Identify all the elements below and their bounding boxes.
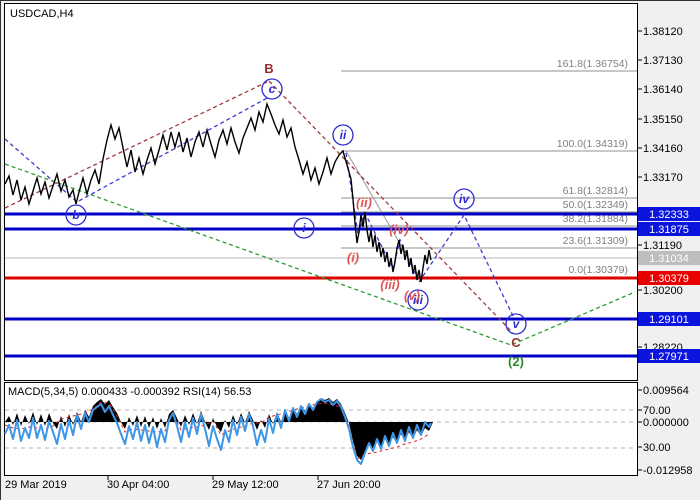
candlestick-series [4, 101, 432, 283]
axis-price-label: 1.30200 [643, 285, 683, 297]
wave-label-(ii)[interactable]: (ii) [356, 195, 372, 210]
fib-level-label: 50.0(1.32349) [563, 199, 628, 211]
time-axis-label: 29 Mar 2019 [5, 479, 67, 491]
wave-circle-c[interactable] [261, 78, 283, 100]
wave-label-i[interactable]: i [302, 221, 306, 235]
fib-level-label: 100.0(1.34319) [557, 138, 628, 150]
axis-badge-label: 1.30379 [649, 273, 689, 285]
fib-level-label: 161.8(1.36754) [557, 58, 628, 70]
wave-label-(i)[interactable]: (i) [347, 250, 359, 265]
wave-label-(v)[interactable]: (v) [404, 288, 420, 303]
indicator-axis-label: 0.009564 [643, 385, 689, 397]
horizontal-level-lines[interactable] [5, 212, 637, 358]
wave-label-v[interactable]: v [513, 317, 521, 331]
axis-price-badge-blue [638, 349, 700, 363]
indicator-axis-label: 30.00 [643, 442, 671, 454]
fib-level-label: 0.0(1.30379) [568, 264, 628, 276]
axis-price-label: 1.31190 [643, 240, 682, 252]
price-axis: 1.38120 1.37130 1.36140 1.35150 1.34160 1.331… [637, 26, 700, 477]
wave-label-iii[interactable]: iii [413, 293, 424, 307]
wave-label-c[interactable]: c [269, 82, 276, 96]
macd-signal-line [4, 401, 430, 460]
axis-badge-label: 1.31034 [649, 253, 689, 265]
axis-price-badge-blue [638, 312, 700, 326]
indicator-graphics [4, 398, 637, 465]
axis-price-badge-gray [638, 251, 700, 265]
wave-label-B[interactable]: B [264, 61, 273, 76]
trendline-wave-bc-blue[interactable] [4, 96, 270, 203]
wave-label-(2)[interactable]: (2) [508, 354, 524, 369]
wave-circle-iv[interactable] [453, 188, 475, 210]
axis-price-label: 1.35150 [643, 114, 683, 126]
time-axis: 29 Mar 2019 30 Apr 04:00 29 May 12:00 27 Ju… [5, 475, 381, 491]
trendline-downtrend-red[interactable] [268, 80, 514, 334]
wave-label-(iv)[interactable]: (iv) [389, 222, 409, 237]
axis-badge-label: 1.29101 [649, 314, 689, 326]
wave-label-iv[interactable]: iv [459, 192, 470, 206]
axis-badge-label: 1.27971 [649, 351, 689, 363]
fib-level-label: 23.6(1.31309) [563, 235, 628, 247]
axis-price-label: 1.37130 [643, 55, 683, 67]
wave-label-b[interactable]: b [72, 208, 79, 222]
wave-circle-b[interactable] [65, 204, 87, 226]
indicator-axis-label: 70.00 [643, 405, 671, 417]
trendline-projection-blue[interactable] [418, 213, 515, 319]
wave-circle-ii[interactable] [332, 124, 354, 146]
axis-price-badge-red [638, 271, 700, 285]
axis-badge-label: 1.32333 [649, 209, 689, 221]
time-axis-label: 27 Jun 20:00 [317, 479, 381, 491]
axis-price-label: 1.33170 [643, 172, 683, 184]
time-axis-label: 30 Apr 04:00 [107, 479, 169, 491]
indicator-label: MACD(5,34,5) 0.000433 -0.000392 RSI(14) … [8, 386, 251, 398]
wave-circle-iii[interactable] [407, 289, 429, 311]
price-series [4, 101, 432, 283]
main-chart-area[interactable] [4, 3, 638, 381]
wave-label-ii[interactable]: ii [340, 128, 347, 142]
wave-label-(iii)[interactable]: (iii) [380, 277, 400, 292]
axis-price-badge-blue [638, 222, 700, 236]
axis-price-label: 1.38120 [643, 26, 683, 38]
rsi-line [4, 398, 432, 465]
axis-price-label: 1.34160 [643, 143, 683, 155]
symbol-label: USDCAD,H4 [10, 8, 74, 20]
wave-circle-i[interactable] [293, 217, 315, 239]
indicator-axis-label: 0.000000 [643, 417, 689, 429]
fib-level-label: 38.2(1.31884) [563, 213, 628, 225]
axis-price-label: 1.36140 [643, 84, 683, 96]
axis-price-badge-blue [638, 207, 700, 221]
fib-level-label: 61.8(1.32814) [563, 185, 628, 197]
time-axis-label: 29 May 12:00 [212, 479, 279, 491]
wave-label-C[interactable]: C [511, 335, 521, 350]
wave-circle-v[interactable] [505, 313, 527, 335]
indicator-axis-label: -0.012958 [643, 465, 693, 477]
axis-badge-label: 1.31875 [649, 224, 689, 236]
